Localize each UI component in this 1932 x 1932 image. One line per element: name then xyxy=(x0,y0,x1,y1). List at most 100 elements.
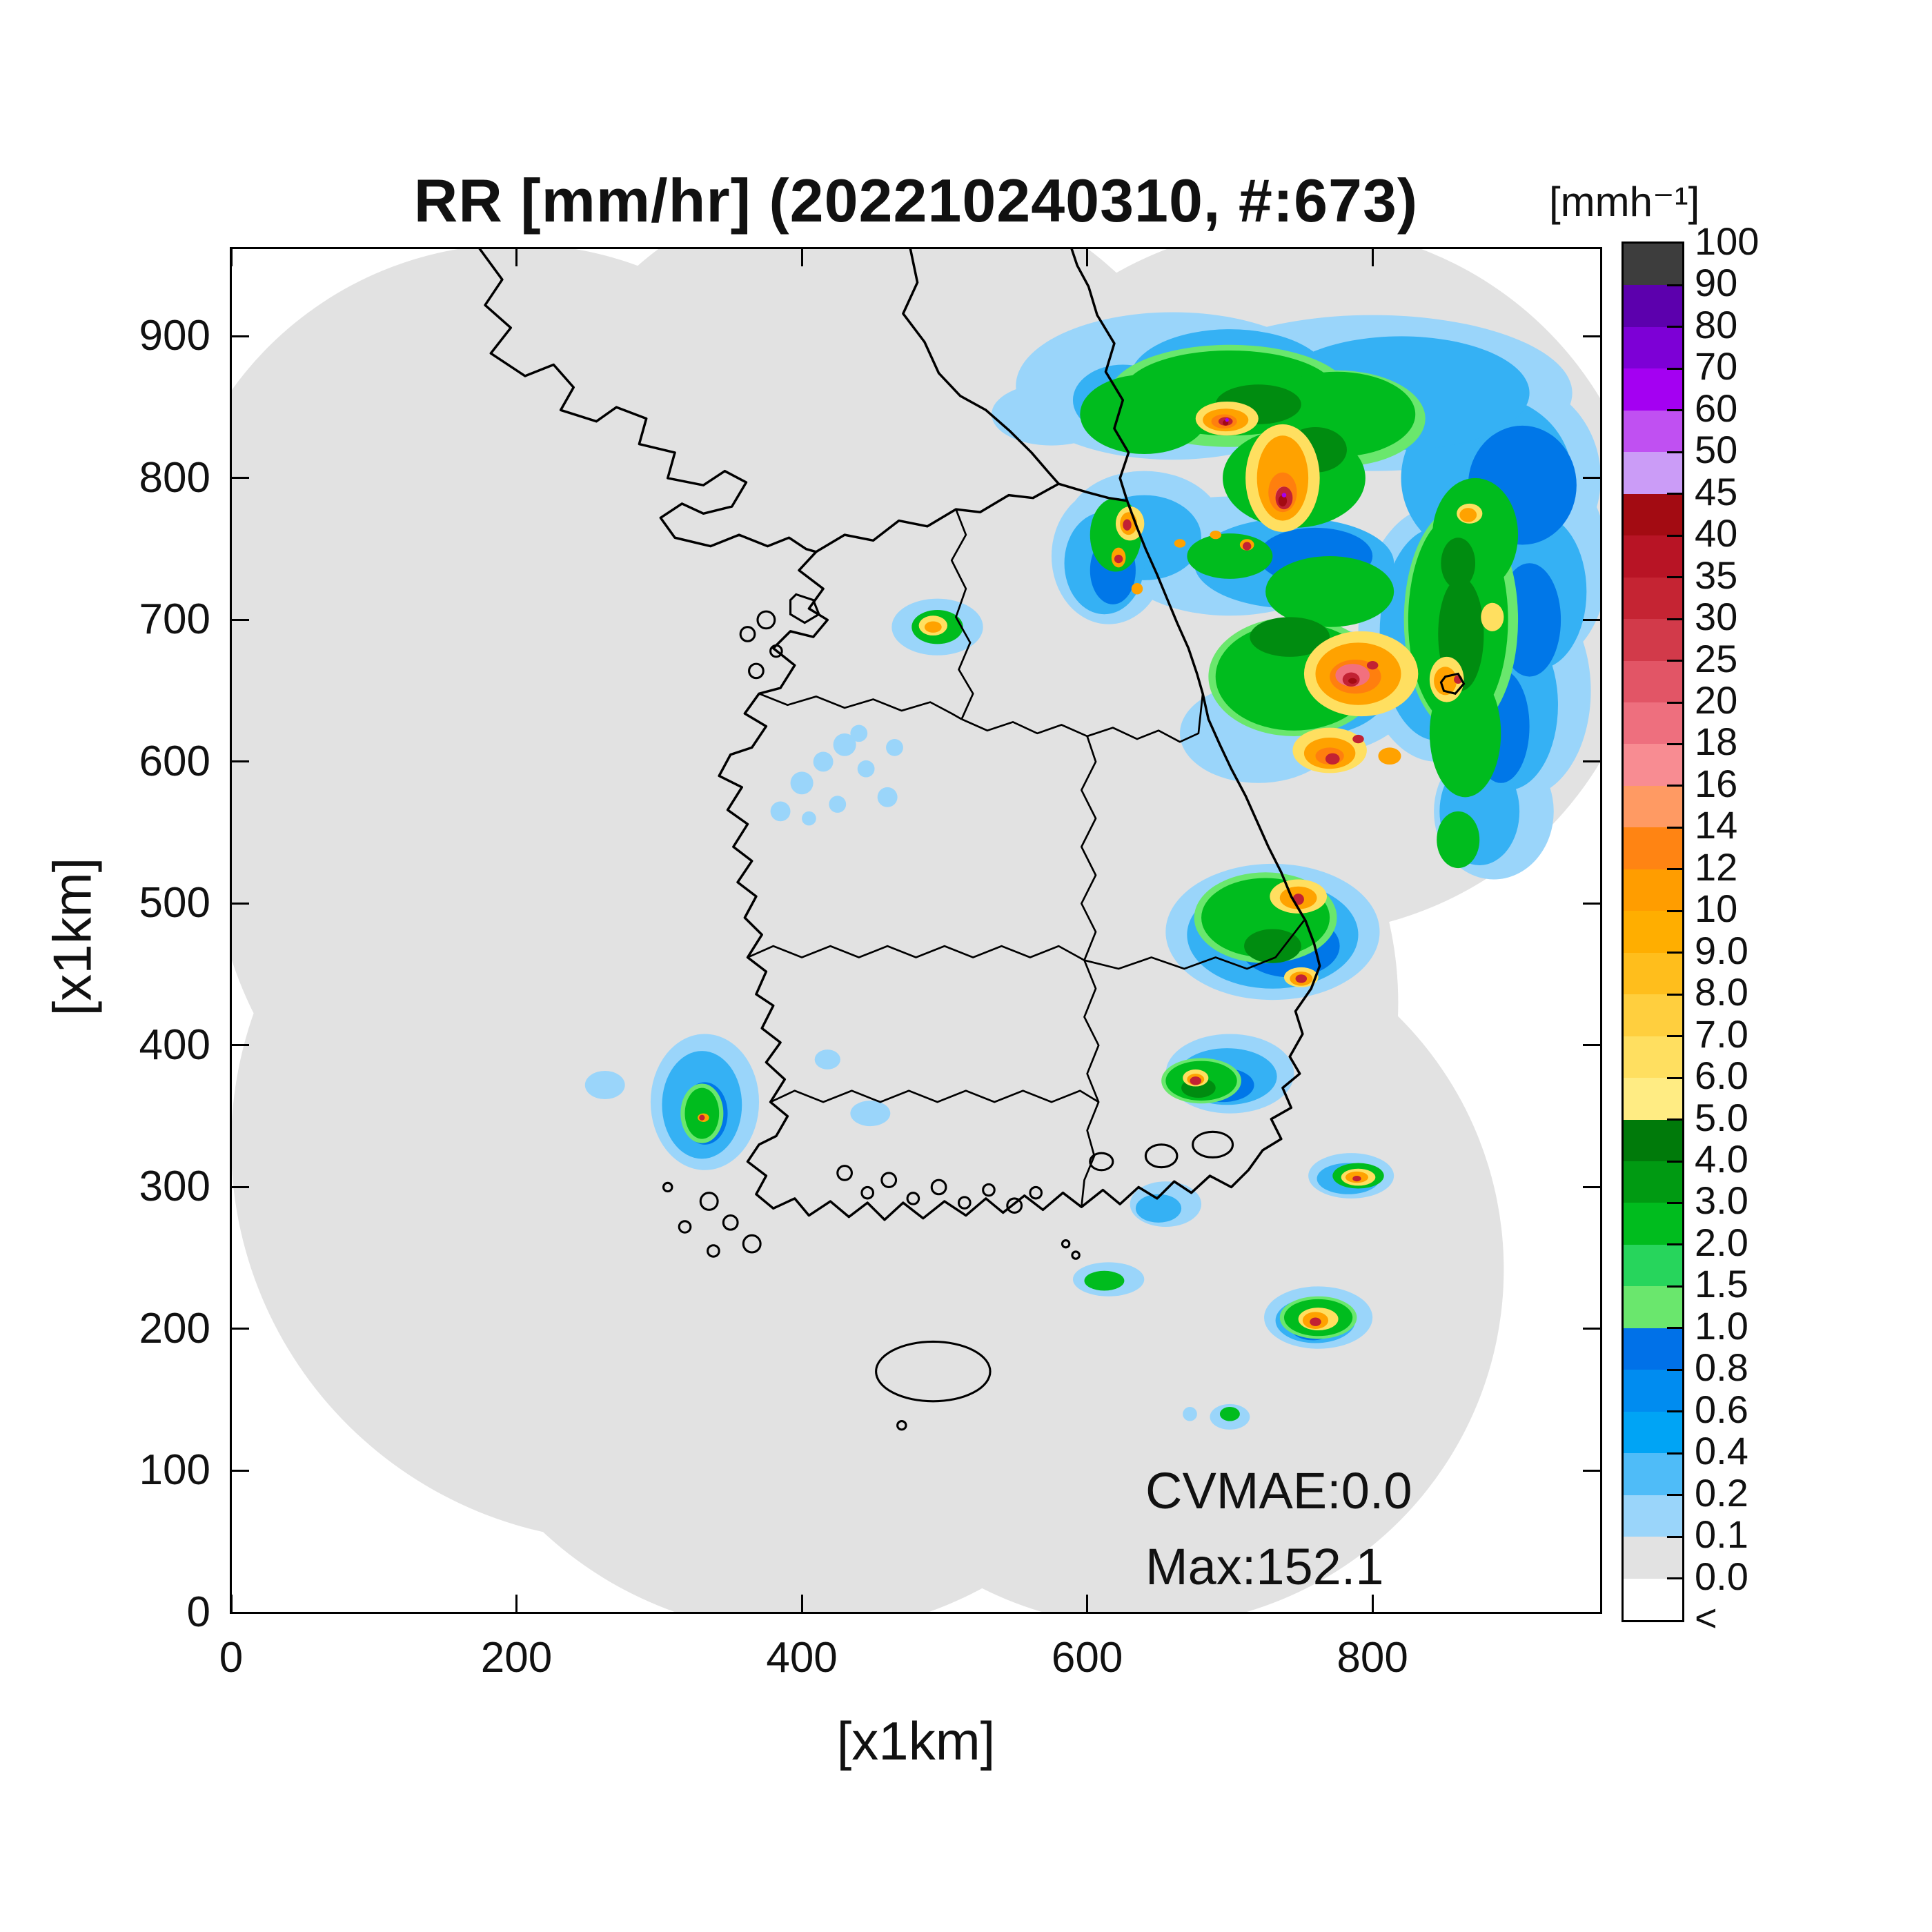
y-tick-mark xyxy=(231,477,249,480)
colorbar-segment xyxy=(1624,368,1682,411)
colorbar xyxy=(1621,241,1684,1622)
y-tick-mark-right xyxy=(1583,1044,1601,1047)
y-tick-mark xyxy=(231,1185,249,1188)
colorbar-tick-mark xyxy=(1667,1577,1682,1580)
y-tick-mark-right xyxy=(1583,1328,1601,1330)
colorbar-tick-label: 100 xyxy=(1695,219,1759,263)
colorbar-tick-mark xyxy=(1667,1285,1682,1288)
colorbar-segment xyxy=(1624,285,1682,327)
colorbar-segment xyxy=(1624,1495,1682,1537)
chart-title: RR [mm/hr] (202210240310, #:673) xyxy=(413,166,1419,235)
x-tick-mark-top xyxy=(1086,248,1089,266)
x-tick-label: 200 xyxy=(480,1634,553,1682)
y-tick-label: 600 xyxy=(139,737,210,785)
colorbar-tick-label: 5.0 xyxy=(1695,1095,1748,1139)
colorbar-segment xyxy=(1624,535,1682,578)
y-tick-mark-right xyxy=(1583,1185,1601,1188)
colorbar-unit-label: [mmh⁻¹] xyxy=(1549,179,1700,225)
colorbar-segment xyxy=(1624,1119,1682,1161)
colorbar-segment xyxy=(1624,410,1682,453)
colorbar-tick-label: 25 xyxy=(1695,636,1738,680)
colorbar-tick-mark xyxy=(1667,701,1682,704)
colorbar-segment xyxy=(1624,1578,1682,1620)
colorbar-segment xyxy=(1624,1328,1682,1370)
colorbar-tick-label: 0.8 xyxy=(1695,1346,1748,1390)
y-tick-mark xyxy=(231,618,249,621)
colorbar-tick-label: 45 xyxy=(1695,469,1738,513)
colorbar-tick-label: 9.0 xyxy=(1695,928,1748,972)
colorbar-tick-mark xyxy=(1667,1494,1682,1497)
colorbar-tick-mark xyxy=(1667,909,1682,912)
y-tick-mark xyxy=(231,1611,249,1614)
colorbar-tick-label: 35 xyxy=(1695,553,1738,597)
y-tick-label: 100 xyxy=(139,1446,210,1495)
y-tick-mark-right xyxy=(1583,1611,1601,1614)
max-annotation: Max:152.1 xyxy=(1145,1538,1384,1595)
colorbar-tick-mark xyxy=(1667,826,1682,829)
colorbar-tick-label: 6.0 xyxy=(1695,1054,1748,1098)
y-tick-mark xyxy=(231,760,249,763)
y-tick-label: 500 xyxy=(139,879,210,927)
x-tick-label: 600 xyxy=(1051,1634,1123,1682)
x-tick-label: 800 xyxy=(1337,1634,1408,1682)
colorbar-tick-mark xyxy=(1667,952,1682,954)
y-tick-label: 900 xyxy=(139,312,210,360)
x-tick-label: 400 xyxy=(766,1634,838,1682)
colorbar-segment xyxy=(1624,744,1682,786)
colorbar-tick-mark xyxy=(1667,534,1682,537)
colorbar-segment xyxy=(1624,244,1682,286)
x-tick-mark xyxy=(1086,1595,1089,1613)
colorbar-segment xyxy=(1624,994,1682,1036)
colorbar-tick-label: 50 xyxy=(1695,428,1738,472)
colorbar-tick-mark xyxy=(1667,451,1682,453)
y-tick-mark-right xyxy=(1583,477,1601,480)
colorbar-segment xyxy=(1624,1370,1682,1412)
colorbar-tick-mark xyxy=(1667,1035,1682,1038)
y-tick-mark xyxy=(231,1328,249,1330)
colorbar-tick-label: 90 xyxy=(1695,261,1738,305)
colorbar-segment xyxy=(1624,493,1682,536)
colorbar-tick-mark xyxy=(1667,1535,1682,1538)
colorbar-segment xyxy=(1624,911,1682,953)
colorbar-tick-label: 3.0 xyxy=(1695,1179,1748,1223)
colorbar-segment xyxy=(1624,1453,1682,1495)
y-tick-mark-right xyxy=(1583,760,1601,763)
colorbar-tick-label: 30 xyxy=(1695,595,1738,639)
map-plot xyxy=(231,248,1601,1613)
colorbar-tick-mark xyxy=(1667,367,1682,370)
y-tick-mark xyxy=(231,1469,249,1472)
colorbar-segment xyxy=(1624,1078,1682,1120)
coastline-korea xyxy=(478,248,1321,1221)
x-tick-mark-top xyxy=(515,248,518,266)
colorbar-tick-label: 0.1 xyxy=(1695,1512,1748,1557)
colorbar-segment xyxy=(1624,660,1682,702)
y-tick-mark xyxy=(231,1044,249,1047)
colorbar-tick-mark xyxy=(1667,785,1682,787)
y-tick-mark-right xyxy=(1583,335,1601,337)
colorbar-tick-label: 1.5 xyxy=(1695,1262,1748,1306)
x-tick-mark-top xyxy=(230,248,233,266)
colorbar-tick-label: 8.0 xyxy=(1695,970,1748,1014)
ulleung-island xyxy=(1439,672,1466,696)
colorbar-tick-label: 0.0 xyxy=(1695,1554,1748,1598)
colorbar-tick-label: 4.0 xyxy=(1695,1137,1748,1181)
y-tick-mark-right xyxy=(1583,618,1601,621)
colorbar-segment xyxy=(1624,702,1682,745)
colorbar-tick-mark xyxy=(1667,993,1682,996)
colorbar-segment xyxy=(1624,619,1682,661)
y-tick-label: 0 xyxy=(186,1588,210,1636)
x-tick-mark xyxy=(800,1595,803,1613)
colorbar-tick-label: < xyxy=(1695,1596,1717,1639)
colorbar-segment xyxy=(1624,326,1682,369)
colorbar-tick-label: 0.6 xyxy=(1695,1387,1748,1431)
y-tick-label: 200 xyxy=(139,1304,210,1352)
colorbar-tick-label: 60 xyxy=(1695,386,1738,430)
x-tick-mark xyxy=(1371,1595,1374,1613)
colorbar-tick-mark xyxy=(1667,1160,1682,1163)
precipitation-field xyxy=(584,312,1601,1430)
y-tick-label: 800 xyxy=(139,453,210,502)
colorbar-tick-label: 12 xyxy=(1695,845,1738,889)
y-tick-mark-right xyxy=(1583,1469,1601,1472)
colorbar-tick-label: 0.2 xyxy=(1695,1470,1748,1515)
colorbar-tick-mark xyxy=(1667,284,1682,286)
